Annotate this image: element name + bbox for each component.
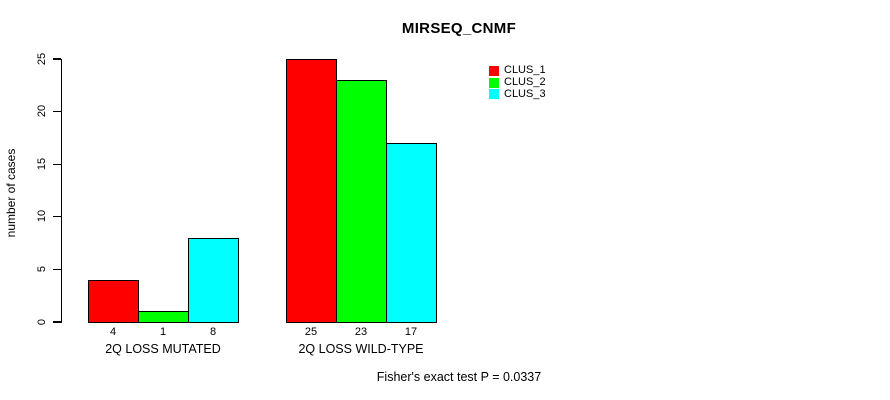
y-axis-tick: [52, 58, 61, 60]
bar-clus_1-group2: [286, 59, 337, 323]
y-axis-title: number of cases: [4, 148, 18, 238]
legend-label: CLUS_1: [504, 64, 546, 77]
y-tick-label: 5: [36, 265, 48, 272]
bar-clus_2-group1: [138, 311, 189, 323]
bar-value-label: 1: [159, 326, 167, 338]
bar-clus_2-group2: [336, 80, 387, 323]
legend-item: CLUS_3: [489, 88, 546, 100]
y-tick-label: 20: [36, 104, 48, 118]
legend-item: CLUS_1: [489, 65, 546, 77]
legend-swatch-icon: [489, 77, 499, 88]
y-axis-tick: [52, 321, 61, 323]
y-axis-tick: [52, 110, 61, 113]
legend-label: CLUS_2: [504, 76, 546, 89]
y-axis-tick: [52, 163, 61, 165]
legend: CLUS_1 CLUS_2 CLUS_3: [489, 65, 546, 100]
bar-value-label: 17: [404, 326, 418, 338]
legend-swatch-icon: [489, 65, 499, 76]
y-axis-tick: [52, 216, 61, 218]
legend-swatch-icon: [489, 89, 499, 100]
y-tick-label: 15: [36, 157, 48, 170]
legend-label: CLUS_3: [504, 87, 546, 100]
x-category-label: 2Q LOSS WILD-TYPE: [298, 342, 424, 356]
stat-annotation: Fisher's exact test P = 0.0337: [376, 370, 542, 384]
y-tick-label: 10: [36, 210, 48, 223]
bar-clus_3-group1: [188, 237, 239, 323]
bar-value-label: 4: [109, 326, 117, 338]
y-tick-label: 0: [36, 318, 48, 325]
bar-clus_3-group2: [386, 143, 437, 323]
bar-value-label: 25: [304, 326, 318, 338]
y-axis-tick: [52, 268, 61, 271]
x-category-label: 2Q LOSS MUTATED: [105, 342, 221, 356]
y-tick-label: 25: [36, 52, 48, 65]
chart-title: MIRSEQ_CNMF: [401, 20, 517, 37]
bar-clus_1-group1: [88, 279, 139, 323]
y-axis-line: [60, 59, 62, 324]
legend-item: CLUS_2: [489, 77, 546, 89]
bar-value-label: 23: [354, 326, 368, 338]
bar-value-label: 8: [209, 326, 217, 338]
